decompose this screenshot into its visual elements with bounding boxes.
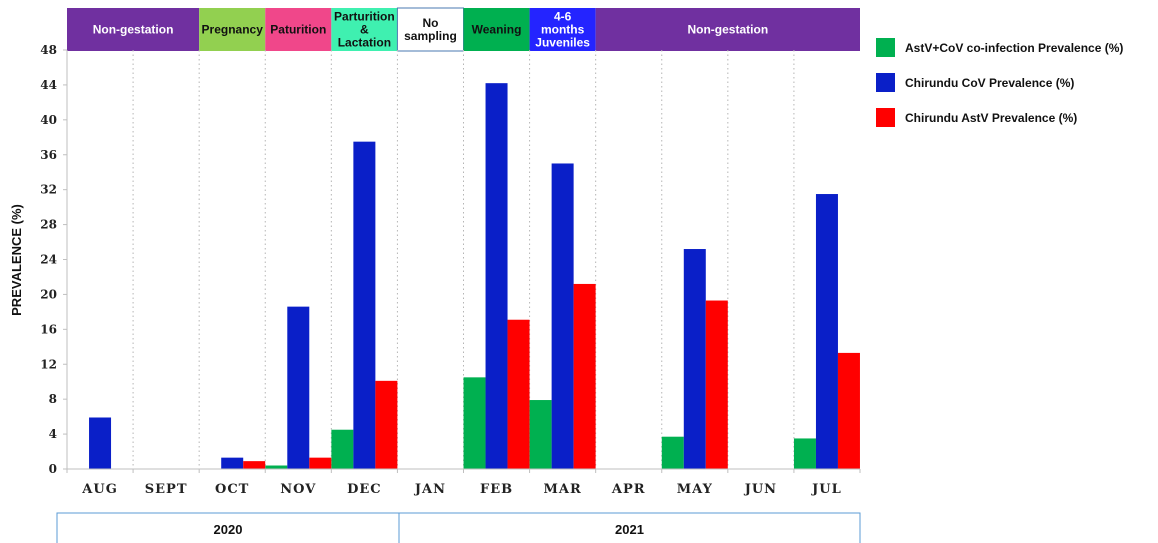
y-tick-label: 12 <box>40 357 57 371</box>
y-tick-label: 40 <box>40 113 57 127</box>
year-label: 2020 <box>214 522 243 537</box>
x-tick-label: DEC <box>347 482 382 497</box>
bar <box>507 319 530 469</box>
bar <box>573 283 596 469</box>
bar <box>463 377 486 469</box>
year-label: 2021 <box>615 522 644 537</box>
y-tick-label: 32 <box>40 183 57 197</box>
bar <box>353 141 376 469</box>
legend-label: AstV+CoV co-infection Prevalence (%) <box>905 41 1123 55</box>
bar <box>661 436 684 469</box>
x-tick-label: SEPT <box>145 482 188 497</box>
bar <box>551 163 574 469</box>
y-tick-label: 16 <box>40 322 57 336</box>
x-tick-label: JAN <box>414 482 446 497</box>
legend: AstV+CoV co-infection Prevalence (%) Chir… <box>876 38 1123 127</box>
phase-block <box>265 8 332 51</box>
y-tick-label: 8 <box>49 392 57 406</box>
phase-block <box>529 8 596 51</box>
y-tick-label: 44 <box>40 78 57 92</box>
phase-label: Parturition & Lactation <box>334 10 395 50</box>
y-tick-label: 0 <box>49 462 57 476</box>
bar <box>485 83 508 469</box>
bar <box>705 300 728 469</box>
bar <box>309 457 332 469</box>
year-band: 2020 2021 <box>56 512 861 543</box>
y-tick-label: 4 <box>49 427 57 441</box>
legend-swatch <box>876 108 895 127</box>
bar <box>793 438 816 469</box>
year-band-frame <box>56 512 861 543</box>
bar <box>265 465 288 469</box>
bar <box>243 461 266 469</box>
legend-label: Chirundu AstV Prevalence (%) <box>905 111 1077 125</box>
bar <box>375 380 398 469</box>
bar <box>331 429 354 469</box>
phase-label: Weaning <box>472 23 522 37</box>
x-tick-label: MAR <box>543 482 581 497</box>
phase-label: Non-gestation <box>687 23 768 37</box>
phase-block <box>595 8 860 51</box>
x-tick-label: MAY <box>677 482 713 497</box>
y-tick-label: 48 <box>40 43 57 57</box>
x-tick-label: FEB <box>480 482 513 497</box>
x-tick-label: JUL <box>811 482 842 497</box>
y-tick-label: 20 <box>40 287 57 301</box>
bar <box>815 194 838 469</box>
y-tick-label: 28 <box>40 218 57 232</box>
bar <box>837 352 860 469</box>
phase-label: Paturition <box>270 23 326 37</box>
x-tick-label: JUN <box>744 482 777 497</box>
phase-block <box>463 8 530 51</box>
y-axis-label: PREVALENCE (%) <box>9 204 24 316</box>
phase-label: 4-6 months Juveniles <box>535 10 590 50</box>
x-tick-label: NOV <box>280 482 316 497</box>
phase-block <box>396 7 464 52</box>
x-tick-label: AUG <box>81 482 118 497</box>
bar <box>221 457 244 469</box>
phase-block <box>199 8 266 51</box>
phase-block <box>331 8 398 51</box>
phase-block <box>67 8 200 51</box>
bar <box>683 249 706 469</box>
bar <box>89 417 112 469</box>
phase-label: Non-gestation <box>93 23 174 37</box>
x-tick-label: OCT <box>215 482 249 497</box>
bar <box>287 306 310 469</box>
phase-band: Non-gestation Pregnancy Paturition Parturit… <box>67 7 860 52</box>
bar <box>529 400 552 469</box>
y-tick-label: 24 <box>40 253 57 267</box>
phase-label: No sampling <box>404 16 457 43</box>
y-tick-label: 36 <box>40 148 57 162</box>
legend-label: Chirundu CoV Prevalence (%) <box>905 76 1074 90</box>
phase-label: Pregnancy <box>202 23 264 37</box>
legend-swatch <box>876 73 895 92</box>
x-tick-label: APR <box>611 482 646 497</box>
bars <box>89 83 860 469</box>
legend-swatch <box>876 38 895 57</box>
